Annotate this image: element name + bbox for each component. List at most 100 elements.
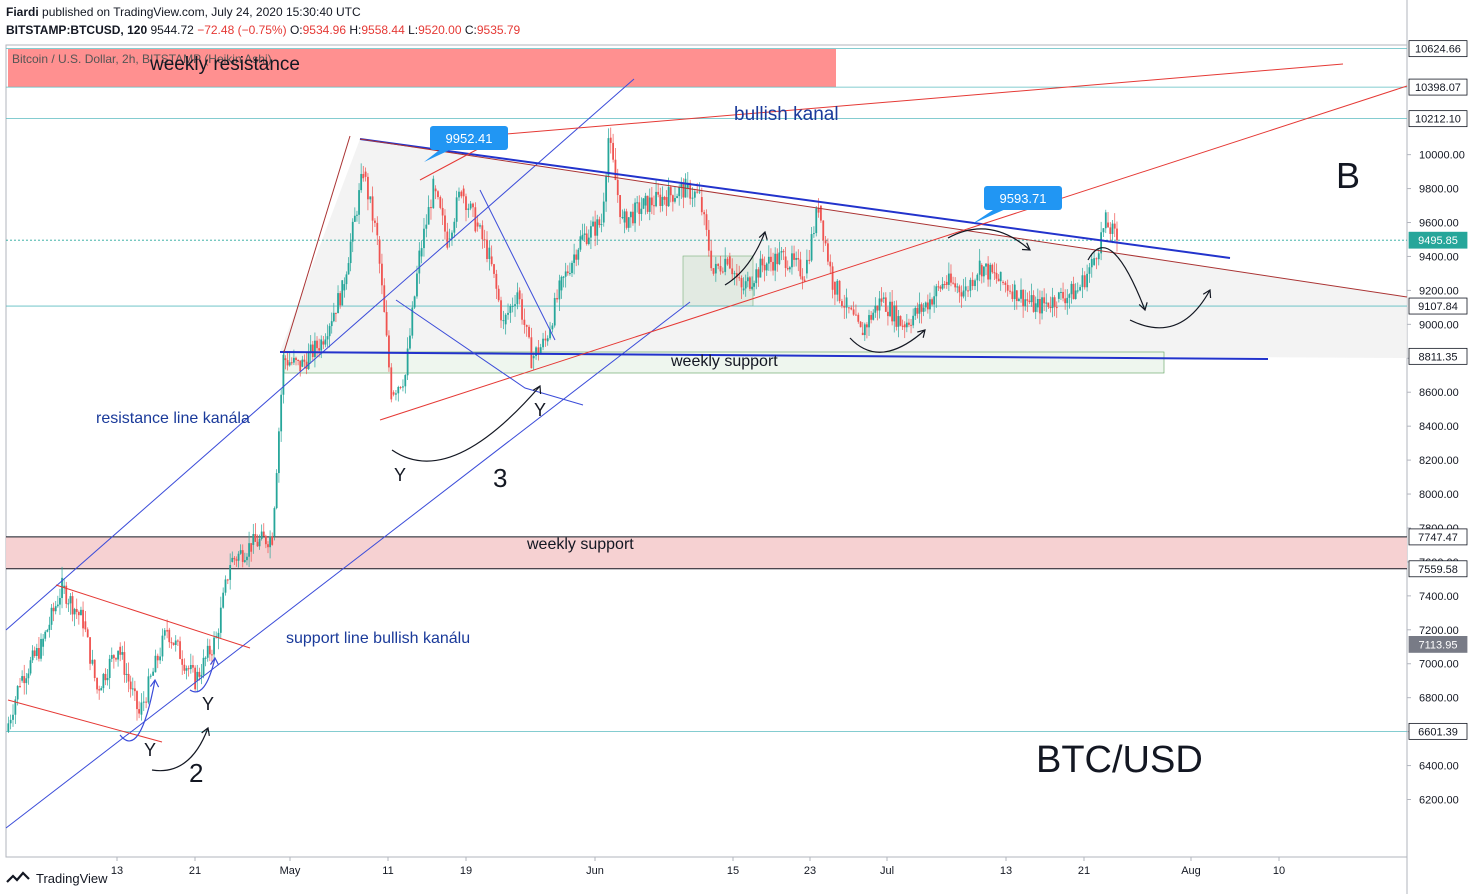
candle-body <box>474 207 477 232</box>
triangle-lower-line <box>279 351 1269 360</box>
y-tick-label: 6800.00 <box>1419 693 1459 705</box>
candle-body <box>318 348 321 351</box>
wave-arrow-2-head <box>201 726 210 736</box>
candle-body <box>1102 228 1105 233</box>
wave-path-blue <box>395 299 584 406</box>
candle-body <box>795 257 798 260</box>
arrow-b-right <box>947 228 1031 251</box>
candle-body <box>852 309 855 315</box>
candle-body <box>1111 223 1114 234</box>
candle-body <box>1049 306 1052 309</box>
candle-body <box>1068 294 1071 298</box>
candle-body <box>627 217 630 228</box>
y-tick-label: 6400.00 <box>1419 761 1459 773</box>
candle-body <box>824 240 827 244</box>
candle-body <box>50 607 53 625</box>
resistance-line-kanala <box>5 78 635 631</box>
candle-body <box>284 358 287 361</box>
candle-body <box>544 338 547 341</box>
candle-body <box>140 702 143 715</box>
candle-body <box>123 652 126 675</box>
candle-body <box>376 222 379 236</box>
candle-body <box>689 182 692 199</box>
candle-body <box>1051 297 1054 309</box>
candle-body <box>616 179 619 196</box>
candle-body <box>714 263 717 274</box>
candle-body <box>316 340 318 349</box>
candle-body <box>939 286 942 289</box>
candle-body <box>181 658 184 665</box>
candle-body <box>698 191 701 193</box>
candle-body <box>969 279 972 291</box>
x-tick-label: 21 <box>1078 865 1090 877</box>
candle-body <box>1060 291 1062 293</box>
candle-body <box>235 559 238 561</box>
candle-body <box>1104 212 1107 229</box>
candle-body <box>187 668 190 670</box>
candle-body <box>905 322 908 328</box>
candle-body <box>369 196 372 200</box>
candle-body <box>119 646 122 655</box>
candle-body <box>269 536 271 548</box>
candle-body <box>676 196 678 199</box>
candle-body <box>260 531 263 539</box>
candle-body <box>117 650 119 660</box>
candle-body <box>916 307 919 314</box>
candle-body <box>744 281 747 289</box>
price-label-text: 10398.07 <box>1415 82 1461 94</box>
candle-body <box>469 203 472 209</box>
x-tick-label: 11 <box>382 865 393 877</box>
publish-info: Fiardi published on TradingView.com, Jul… <box>6 5 361 19</box>
candle-body <box>1064 298 1067 304</box>
candle-body <box>521 299 523 320</box>
arrow-blue-2-head <box>209 656 220 666</box>
candle-body <box>525 324 528 327</box>
candle-body <box>659 194 662 206</box>
candle-body <box>326 336 329 340</box>
candle-body <box>640 208 643 214</box>
candle-body <box>518 290 521 300</box>
y-tick-label: 8000.00 <box>1419 489 1459 501</box>
candle-body <box>504 314 507 325</box>
candle-body <box>553 297 556 326</box>
candle-body <box>1028 300 1031 303</box>
candle-body <box>441 207 444 216</box>
price-label-box <box>1408 110 1468 128</box>
callout-9593-text: 9593.71 <box>1000 191 1047 206</box>
price-label-text: 8811.35 <box>1419 351 1458 363</box>
candle-body <box>978 260 981 275</box>
candle-body <box>943 283 946 285</box>
candle-body <box>801 276 804 280</box>
candle-body <box>1018 298 1020 301</box>
candle-body <box>638 202 641 214</box>
tradingview-footer[interactable]: TradingView <box>6 867 108 889</box>
candle-body <box>446 231 449 248</box>
candle-body <box>219 607 222 633</box>
candle-body <box>200 674 203 677</box>
candle-body <box>194 667 197 690</box>
candle-body <box>115 658 117 660</box>
candle-body <box>1020 289 1022 299</box>
candle-body <box>788 267 791 270</box>
candle-body <box>682 183 685 198</box>
candle-body <box>149 675 152 677</box>
candle-body <box>100 688 103 691</box>
candle-body <box>974 280 976 287</box>
candle-body <box>884 297 887 312</box>
candle-body <box>1097 253 1100 260</box>
candle-body <box>301 359 304 367</box>
candle-body <box>339 293 342 306</box>
candle-body <box>1022 289 1025 307</box>
candle-body <box>189 664 192 670</box>
candle-body <box>311 344 314 358</box>
candle-body <box>248 543 250 557</box>
candle-body <box>243 560 246 562</box>
candle-body <box>549 329 551 339</box>
candle-body <box>159 656 162 661</box>
candle-body <box>231 557 234 562</box>
candle-body <box>204 657 207 659</box>
author-name[interactable]: Fiardi <box>6 5 39 19</box>
candle-body <box>636 202 639 204</box>
tradingview-brand: TradingView <box>36 870 108 886</box>
